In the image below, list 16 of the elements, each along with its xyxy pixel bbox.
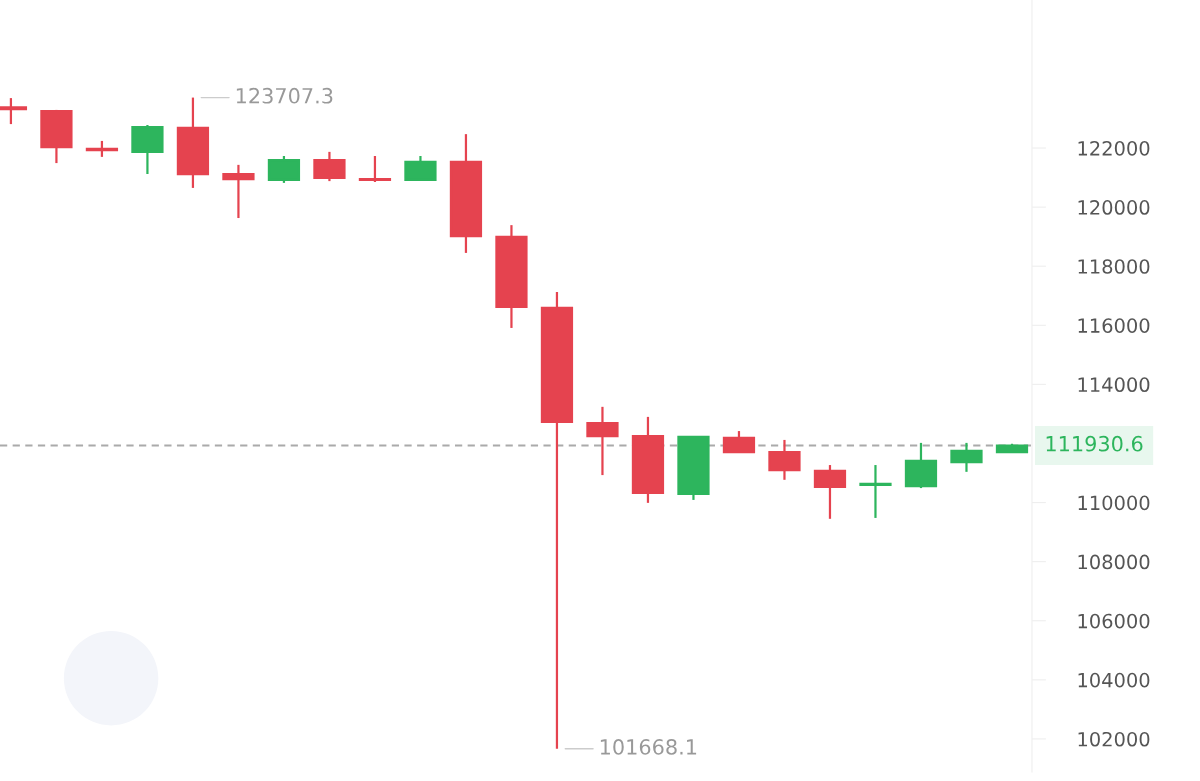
candlestick — [358, 154, 392, 184]
y-tick-label: 110000 — [1078, 495, 1150, 511]
candlestick — [859, 463, 892, 520]
candlestick — [222, 163, 255, 220]
annotation: 101668.1 — [600, 739, 697, 755]
y-tick-label: 114000 — [1078, 377, 1150, 393]
y-tick-label: 104000 — [1078, 672, 1150, 688]
y-tick-label: 120000 — [1078, 200, 1150, 215]
y-tick-label: 122000 — [1078, 140, 1150, 156]
y-tick-label: 116000 — [1078, 318, 1150, 333]
y-tick-label: 118000 — [1078, 259, 1150, 274]
y-tick-label: 108000 — [1078, 554, 1150, 570]
ref-line-label: 111930.6 — [1046, 435, 1143, 452]
y-tick-label: 102000 — [1078, 731, 1150, 747]
y-tick-label: 106000 — [1078, 613, 1150, 629]
annotation: 123707.3 — [236, 87, 333, 104]
